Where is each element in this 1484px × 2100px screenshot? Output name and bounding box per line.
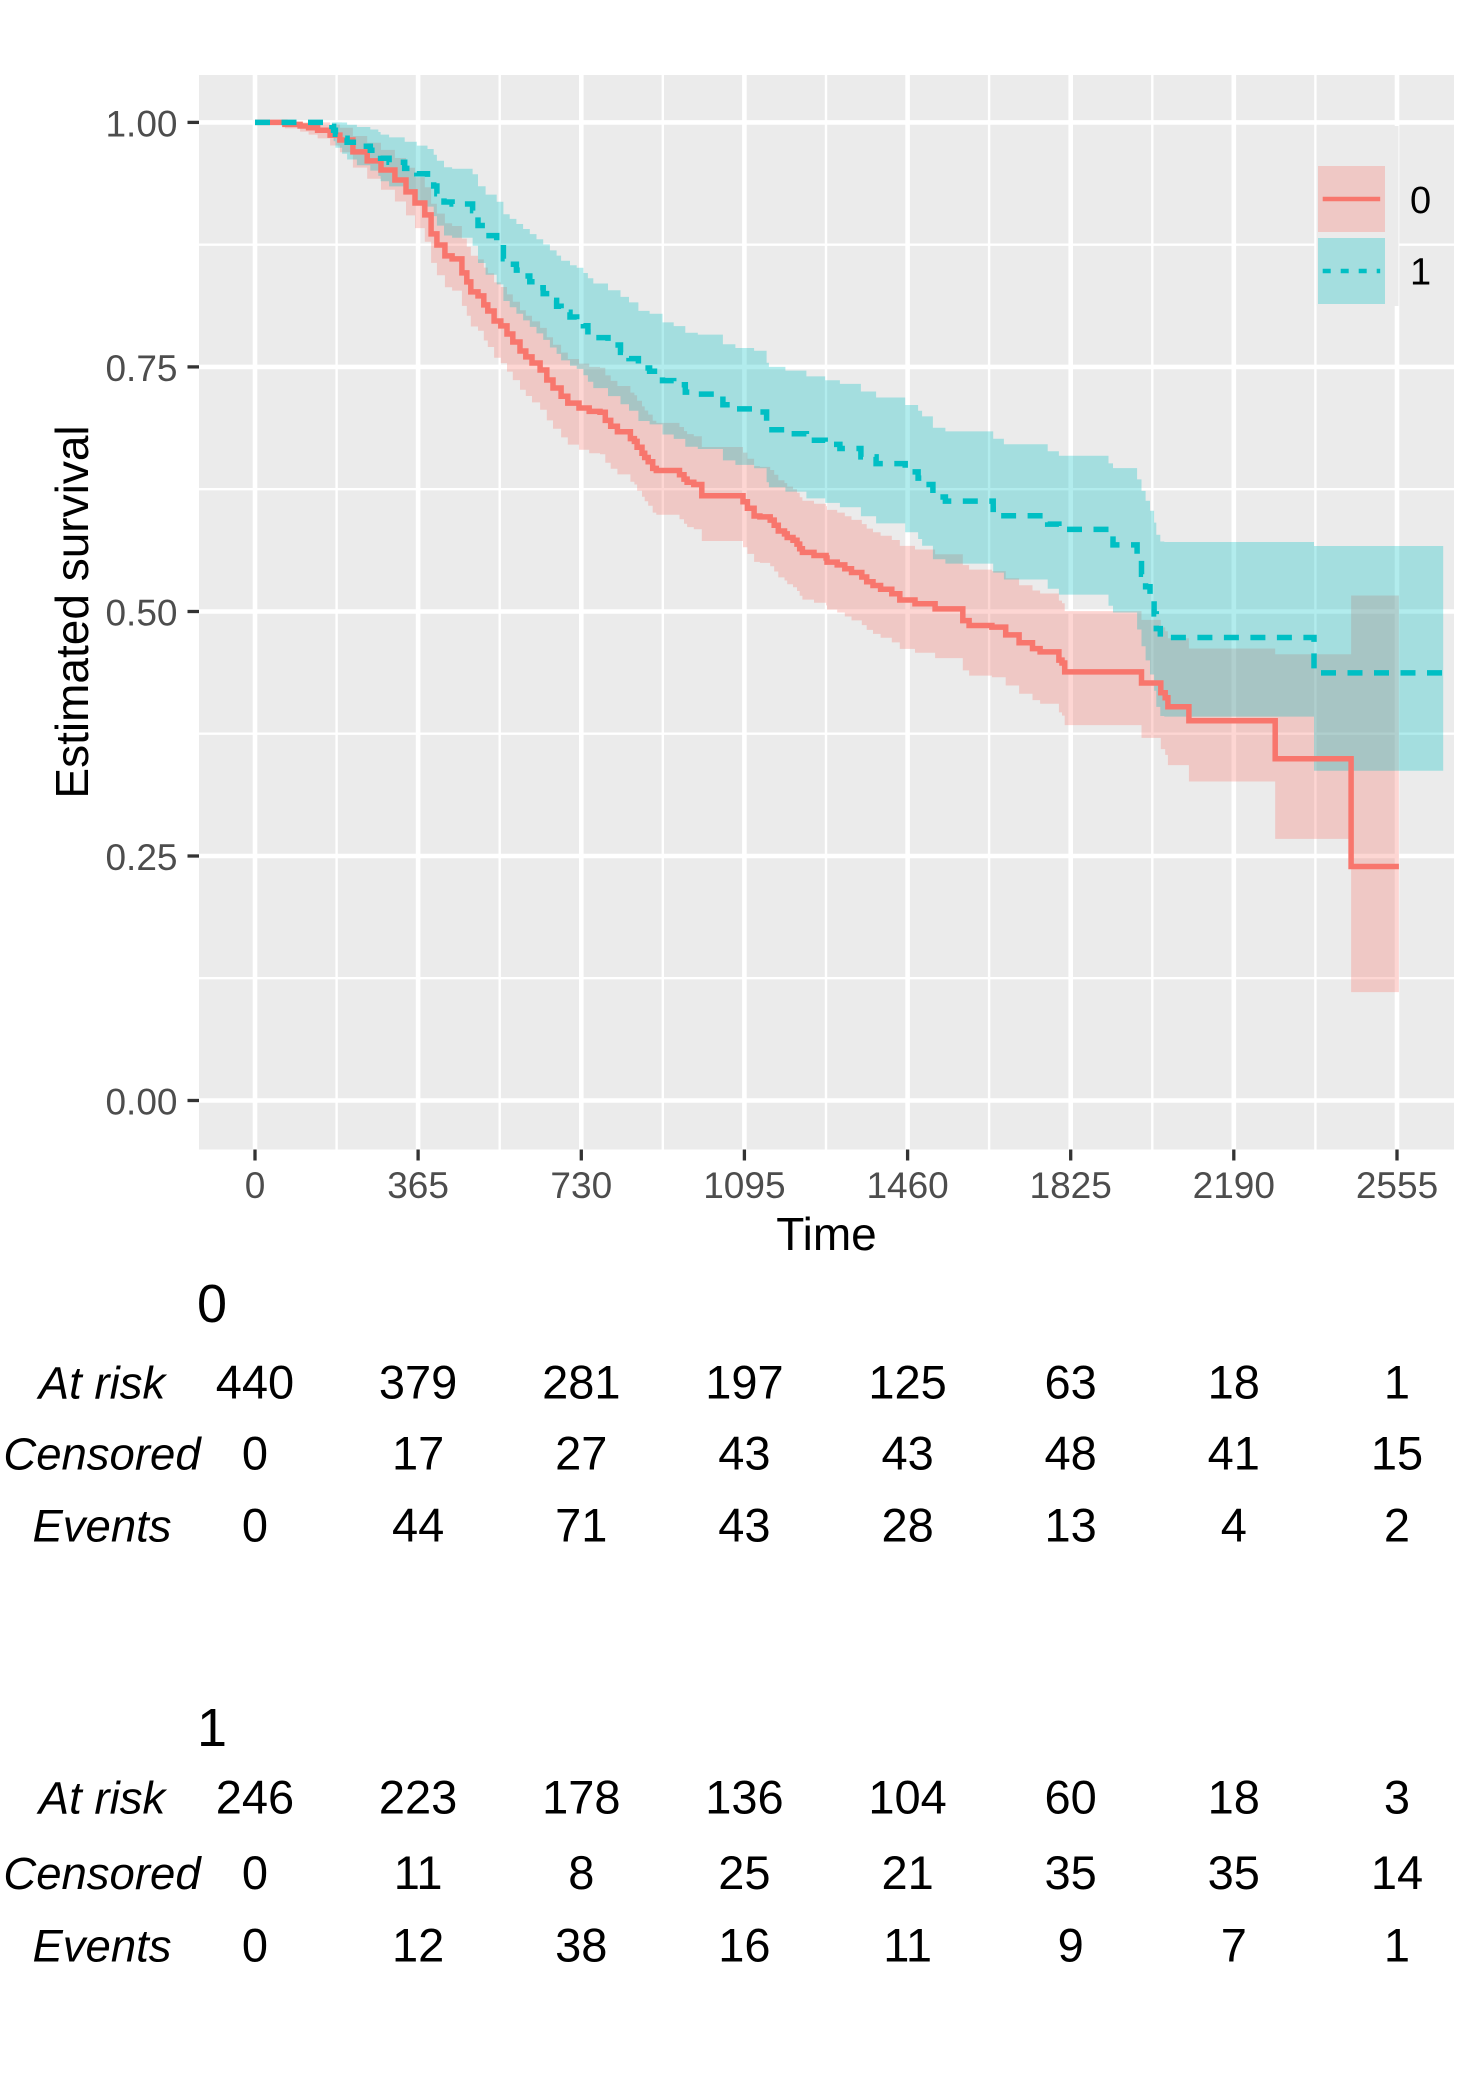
svg-text:Events: Events [32,1921,171,1972]
svg-text:14: 14 [1371,1846,1423,1899]
svg-text:Time: Time [776,1208,877,1260]
svg-text:0: 0 [197,1274,227,1334]
svg-text:63: 63 [1045,1356,1097,1409]
svg-text:25: 25 [718,1846,770,1899]
svg-text:2: 2 [1384,1499,1410,1552]
svg-text:43: 43 [718,1427,770,1480]
svg-text:0: 0 [245,1165,266,1206]
svg-text:13: 13 [1045,1499,1097,1552]
svg-text:Estimated survival: Estimated survival [46,425,98,798]
svg-text:730: 730 [550,1165,612,1206]
svg-text:0: 0 [242,1499,268,1552]
svg-text:1.00: 1.00 [105,103,177,144]
svg-text:440: 440 [216,1356,294,1409]
svg-text:1: 1 [1384,1919,1410,1972]
svg-text:104: 104 [868,1771,946,1824]
svg-text:246: 246 [216,1771,294,1824]
svg-text:1825: 1825 [1030,1165,1112,1206]
svg-text:0: 0 [242,1919,268,1972]
svg-text:11: 11 [883,1919,932,1972]
svg-text:1095: 1095 [703,1165,785,1206]
svg-text:At risk: At risk [36,1773,168,1824]
svg-text:71: 71 [555,1499,607,1552]
svg-text:1: 1 [197,1698,227,1758]
svg-text:0: 0 [242,1846,268,1899]
svg-text:41: 41 [1208,1427,1260,1480]
svg-text:35: 35 [1208,1846,1260,1899]
svg-text:At risk: At risk [36,1358,168,1409]
svg-text:Censored: Censored [3,1429,202,1480]
svg-text:8: 8 [568,1846,594,1899]
svg-text:43: 43 [718,1499,770,1552]
svg-text:35: 35 [1045,1846,1097,1899]
svg-text:197: 197 [705,1356,783,1409]
svg-text:223: 223 [379,1771,457,1824]
svg-text:27: 27 [555,1427,607,1480]
svg-text:21: 21 [881,1846,933,1899]
svg-text:15: 15 [1371,1427,1423,1480]
svg-text:0: 0 [1410,180,1431,222]
svg-text:0.25: 0.25 [105,837,177,878]
svg-text:0.00: 0.00 [105,1082,177,1123]
svg-text:9: 9 [1058,1919,1084,1972]
svg-text:48: 48 [1045,1427,1097,1480]
svg-text:365: 365 [387,1165,449,1206]
svg-text:11: 11 [394,1846,443,1899]
svg-text:0.50: 0.50 [105,593,177,634]
svg-text:12: 12 [392,1919,444,1972]
svg-text:38: 38 [555,1919,607,1972]
svg-text:2190: 2190 [1193,1165,1275,1206]
svg-text:28: 28 [881,1499,933,1552]
svg-text:60: 60 [1045,1771,1097,1824]
svg-text:43: 43 [881,1427,933,1480]
svg-text:Censored: Censored [3,1848,202,1899]
svg-text:16: 16 [718,1919,770,1972]
svg-text:7: 7 [1221,1919,1247,1972]
svg-text:18: 18 [1208,1356,1260,1409]
svg-text:178: 178 [542,1771,620,1824]
svg-text:4: 4 [1221,1499,1247,1552]
svg-text:1: 1 [1384,1356,1410,1409]
svg-text:17: 17 [392,1427,444,1480]
svg-text:Events: Events [32,1501,171,1552]
svg-text:379: 379 [379,1356,457,1409]
svg-text:18: 18 [1208,1771,1260,1824]
svg-text:0: 0 [242,1427,268,1480]
svg-text:2555: 2555 [1356,1165,1438,1206]
svg-text:136: 136 [705,1771,783,1824]
svg-text:44: 44 [392,1499,444,1552]
svg-text:281: 281 [542,1356,620,1409]
svg-text:1: 1 [1410,252,1431,294]
svg-text:125: 125 [868,1356,946,1409]
svg-text:3: 3 [1384,1771,1410,1824]
svg-text:1460: 1460 [866,1165,948,1206]
svg-text:0.75: 0.75 [105,348,177,389]
